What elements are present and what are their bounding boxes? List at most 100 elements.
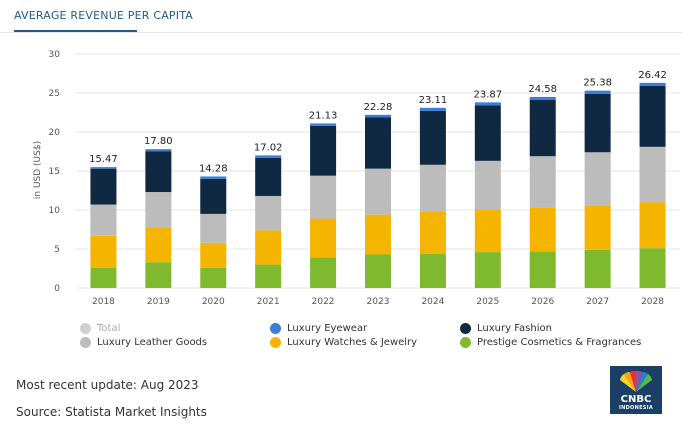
legend-item[interactable]: Luxury Fashion (460, 323, 552, 334)
bar-segment (529, 207, 556, 252)
bar-segment (145, 262, 172, 288)
x-tick-label: 2020 (202, 297, 225, 307)
bar-segment (365, 117, 391, 169)
bars (90, 82, 666, 288)
logo-sub: INDONESIA (618, 405, 654, 411)
x-tick-label: 2026 (531, 297, 554, 307)
bar-segment (474, 252, 501, 288)
bar-segment (529, 156, 556, 208)
bar-segment (310, 125, 337, 176)
chart-title: AVERAGE REVENUE PER CAPITA (14, 9, 193, 22)
bar-segment (255, 230, 282, 265)
bar-segment (255, 155, 282, 158)
bar-segment (145, 227, 172, 263)
x-tick-label: 2018 (92, 297, 115, 307)
bar-segment (584, 205, 611, 250)
bar-segment (200, 176, 227, 179)
bar-segment (584, 152, 611, 206)
legend-dot-icon (460, 323, 471, 334)
bar-segment (639, 82, 666, 86)
bar-segment (419, 211, 446, 254)
source-note: Source: Statista Market Insights (16, 405, 207, 419)
legend-dot-icon (270, 337, 281, 348)
y-tick-label: 25 (49, 89, 60, 99)
legend-item[interactable]: Total (80, 323, 120, 334)
legend-label: Total (97, 323, 121, 334)
legend-item[interactable]: Prestige Cosmetics & Fragrances (460, 337, 641, 348)
bar-segment (419, 253, 446, 288)
gridlines (76, 53, 680, 289)
y-tick-label: 15 (49, 167, 60, 177)
update-note: Most recent update: Aug 2023 (16, 378, 199, 392)
bar-segment (365, 214, 391, 255)
legend-label: Prestige Cosmetics & Fragrances (477, 337, 642, 348)
total-label: 25.38 (583, 78, 612, 89)
y-tick-label: 20 (49, 128, 61, 138)
stacked-bar-chart: 05101520253015.47201817.80201914.2820201… (33, 50, 680, 307)
total-label: 23.11 (419, 95, 448, 106)
labels: 05101520253015.47201817.80201914.2820201… (49, 50, 667, 307)
bar-segment (365, 168, 391, 215)
y-tick-label: 0 (54, 284, 60, 294)
bar-segment (529, 100, 556, 157)
bar-segment (200, 242, 227, 268)
bar-segment (255, 195, 282, 231)
bar-segment (584, 90, 611, 94)
bar-segment (145, 151, 172, 193)
total-label: 17.80 (144, 136, 173, 147)
logo-brand: CNBC (620, 394, 652, 405)
bar-segment (310, 257, 337, 288)
legend-label: Luxury Eyewear (287, 323, 368, 334)
bar-segment (639, 248, 666, 288)
total-label: 14.28 (199, 163, 228, 174)
legend-item[interactable]: Luxury Watches & Jewelry (270, 337, 417, 348)
bar-segment (584, 93, 611, 153)
x-tick-label: 2024 (421, 297, 444, 307)
bar-segment (310, 123, 337, 126)
total-label: 26.42 (638, 70, 667, 81)
legend-dot-icon (80, 323, 91, 334)
bar-segment (90, 167, 117, 169)
y-tick-label: 5 (54, 245, 60, 255)
bar-segment (419, 110, 446, 165)
bar-segment (145, 149, 172, 152)
bar-segment (474, 105, 501, 161)
bar-segment (474, 210, 501, 253)
y-tick-label: 10 (49, 206, 61, 216)
legend-label: Luxury Watches & Jewelry (287, 337, 418, 348)
bar-segment (639, 85, 666, 147)
bar-segment (419, 164, 446, 212)
total-label: 24.58 (528, 84, 557, 95)
bar-segment (365, 114, 391, 118)
legend-item[interactable]: Luxury Eyewear (270, 323, 367, 334)
bar-segment (474, 160, 501, 210)
x-tick-label: 2019 (147, 297, 170, 307)
total-label: 21.13 (309, 110, 338, 121)
total-label: 22.28 (364, 102, 393, 113)
bar-segment (474, 102, 501, 106)
bar-segment (310, 218, 337, 258)
total-label: 17.02 (254, 142, 283, 153)
legend-dot-icon (270, 323, 281, 334)
bar-segment (365, 254, 391, 288)
bar-segment (639, 146, 666, 203)
x-tick-label: 2022 (312, 297, 335, 307)
bar-segment (255, 157, 282, 196)
bar-segment (200, 178, 227, 214)
bar-segment (584, 249, 611, 288)
title-divider (0, 32, 682, 33)
legend-label: Luxury Leather Goods (97, 337, 208, 348)
bar-segment (529, 96, 556, 101)
total-label: 15.47 (89, 154, 118, 165)
bar-segment (639, 202, 666, 249)
legend-item[interactable]: Luxury Leather Goods (80, 337, 207, 348)
legend-dot-icon (80, 337, 91, 348)
x-tick-label: 2027 (586, 297, 609, 307)
bar-segment (200, 213, 227, 243)
bar-segment (145, 192, 172, 228)
x-tick-label: 2023 (367, 297, 390, 307)
bar-segment (310, 175, 337, 219)
peacock-icon (620, 370, 652, 392)
title-underline (14, 30, 137, 32)
legend-label: Luxury Fashion (477, 323, 552, 334)
